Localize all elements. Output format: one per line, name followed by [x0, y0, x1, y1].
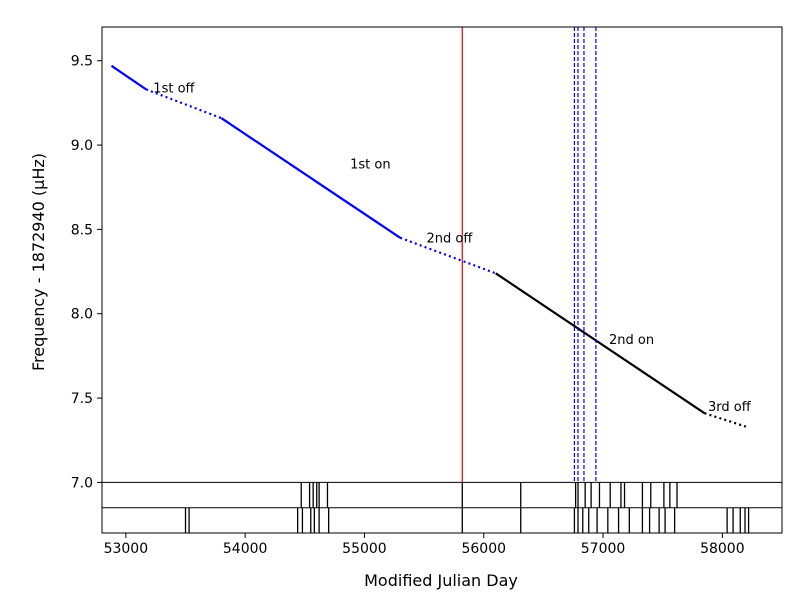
series-layer [110, 64, 747, 428]
x-axis-label: Modified Julian Day [364, 571, 518, 590]
plot-frame [101, 26, 783, 534]
annotation-0: 1st off [153, 81, 195, 96]
annotation-4: 3rd off [708, 400, 752, 415]
vertical-marker-layer [461, 27, 597, 483]
annotation-layer: 1st off 1st on 2nd off 2nd on 3rd off [153, 81, 751, 415]
x-tick-label-0: 53000 [104, 541, 149, 557]
annotation-3: 2nd on [609, 333, 654, 348]
series-segment-0 [110, 64, 147, 91]
y-tick-label-0: 7.0 [71, 475, 93, 491]
y-tick-label-4: 9.0 [71, 138, 93, 154]
series-segment-5 [704, 412, 747, 428]
annotation-2: 2nd off [426, 232, 473, 247]
axes-frame [101, 26, 783, 534]
annotation-1: 1st on [350, 157, 390, 172]
y-axis-label: Frequency - 1872940 (μHz) [29, 153, 48, 371]
tick-layer: 53000 54000 55000 56000 57000 58000 7.0 7.5 8.0 8… [71, 54, 745, 557]
series-segment-4 [495, 272, 706, 415]
series-segment-2 [220, 117, 401, 239]
y-tick-label-5: 9.5 [71, 54, 93, 70]
x-tick-label-2: 55000 [342, 541, 387, 557]
event-strip-layer [102, 481, 782, 533]
y-tick-label-2: 8.0 [71, 307, 93, 323]
x-tick-label-1: 54000 [223, 541, 268, 557]
y-tick-label-3: 8.5 [71, 222, 93, 238]
x-tick-label-4: 57000 [581, 541, 626, 557]
x-tick-label-5: 58000 [700, 541, 745, 557]
y-tick-label-1: 7.5 [71, 391, 93, 407]
x-tick-label-3: 56000 [461, 541, 506, 557]
series-segment-3 [399, 236, 497, 275]
